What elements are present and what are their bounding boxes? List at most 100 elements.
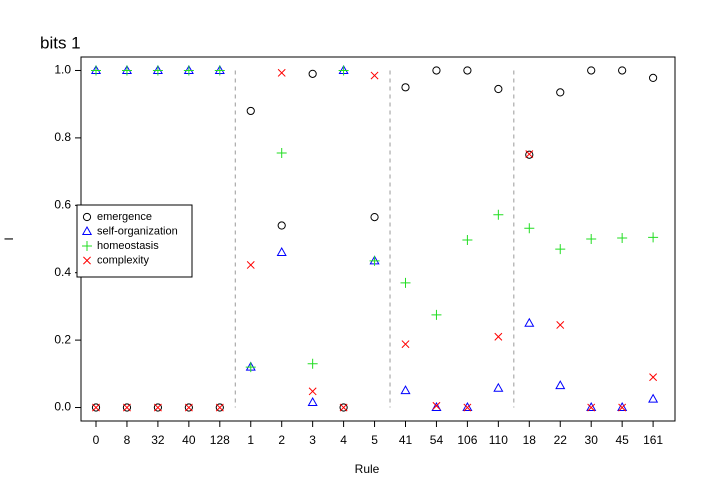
point xyxy=(308,69,317,78)
x-tick-label: 128 xyxy=(210,433,230,447)
point xyxy=(91,403,101,412)
y-tick-label: 1.0 xyxy=(54,63,71,77)
point xyxy=(370,212,379,222)
point xyxy=(431,401,442,412)
point xyxy=(400,277,411,288)
point xyxy=(122,403,131,412)
x-tick-label: 2 xyxy=(278,433,285,447)
y-tick-label: 0.2 xyxy=(54,332,71,346)
point xyxy=(183,65,194,76)
point xyxy=(308,387,317,396)
point xyxy=(152,65,163,76)
point xyxy=(618,403,627,412)
point xyxy=(277,221,286,230)
point xyxy=(307,358,318,369)
point xyxy=(648,393,659,403)
point xyxy=(82,212,92,222)
x-tick-label: 18 xyxy=(523,433,537,447)
legend-label: emergence xyxy=(97,211,152,223)
x-tick-label: 106 xyxy=(457,433,477,447)
point xyxy=(432,401,441,410)
point xyxy=(245,362,256,373)
point xyxy=(494,84,503,94)
point xyxy=(153,403,162,412)
point xyxy=(338,65,349,76)
point xyxy=(463,403,472,412)
chart-title: bits 1 xyxy=(40,33,81,52)
point xyxy=(555,380,566,390)
x-axis-label: Rule xyxy=(355,462,380,476)
point xyxy=(586,401,597,412)
point xyxy=(649,373,658,382)
point xyxy=(246,106,255,116)
point xyxy=(214,65,225,76)
point xyxy=(81,225,93,235)
point xyxy=(648,232,659,243)
point xyxy=(524,223,535,234)
point xyxy=(462,401,473,412)
y-axis-label: I xyxy=(2,237,16,240)
point xyxy=(463,66,472,75)
legend-label: self-organization xyxy=(97,225,178,237)
point xyxy=(525,150,534,159)
point xyxy=(307,396,318,406)
y-tick-label: 0.4 xyxy=(54,265,71,279)
point xyxy=(617,232,628,243)
point xyxy=(649,73,658,82)
point xyxy=(618,66,627,75)
point xyxy=(586,234,597,244)
point xyxy=(92,403,100,412)
point xyxy=(401,83,410,92)
x-tick-label: 8 xyxy=(124,433,131,447)
point xyxy=(153,403,162,412)
point xyxy=(276,246,287,256)
x-tick-label: 3 xyxy=(309,433,316,447)
legend-box xyxy=(76,204,193,278)
point xyxy=(493,209,504,220)
x-tick-label: 4 xyxy=(340,433,347,447)
point xyxy=(400,385,411,395)
point xyxy=(555,244,566,255)
point xyxy=(184,403,193,412)
point xyxy=(246,260,255,269)
point xyxy=(184,403,193,412)
point xyxy=(339,403,348,412)
x-tick-label: 5 xyxy=(371,433,378,447)
point xyxy=(401,340,410,349)
point xyxy=(276,148,287,159)
x-tick-label: 41 xyxy=(399,433,413,447)
point xyxy=(215,403,224,412)
x-tick-label: 1 xyxy=(247,433,254,447)
point xyxy=(277,68,286,77)
point xyxy=(525,150,534,159)
point xyxy=(617,401,628,412)
x-tick-label: 54 xyxy=(430,433,444,447)
legend-label: complexity xyxy=(97,254,149,266)
y-tick-label: 0.6 xyxy=(54,197,71,211)
x-tick-label: 0 xyxy=(93,433,100,447)
x-tick-label: 32 xyxy=(151,433,165,447)
y-tick-label: 0.8 xyxy=(54,130,71,144)
point xyxy=(370,71,379,80)
legend-label: homeostasis xyxy=(97,240,159,252)
point xyxy=(431,309,442,320)
point xyxy=(524,317,535,327)
point xyxy=(587,403,596,412)
x-tick-label: 30 xyxy=(585,433,599,447)
point xyxy=(556,320,565,329)
x-tick-label: 45 xyxy=(615,433,629,447)
y-tick-label: 0.0 xyxy=(54,400,71,414)
x-tick-label: 40 xyxy=(182,433,196,447)
point xyxy=(91,65,101,76)
x-tick-label: 161 xyxy=(643,433,663,447)
point xyxy=(121,65,132,76)
point xyxy=(493,382,504,392)
point xyxy=(587,66,596,75)
point xyxy=(215,403,224,412)
point xyxy=(556,88,565,97)
x-tick-label: 110 xyxy=(489,433,508,447)
point xyxy=(369,255,380,266)
point xyxy=(83,256,91,265)
